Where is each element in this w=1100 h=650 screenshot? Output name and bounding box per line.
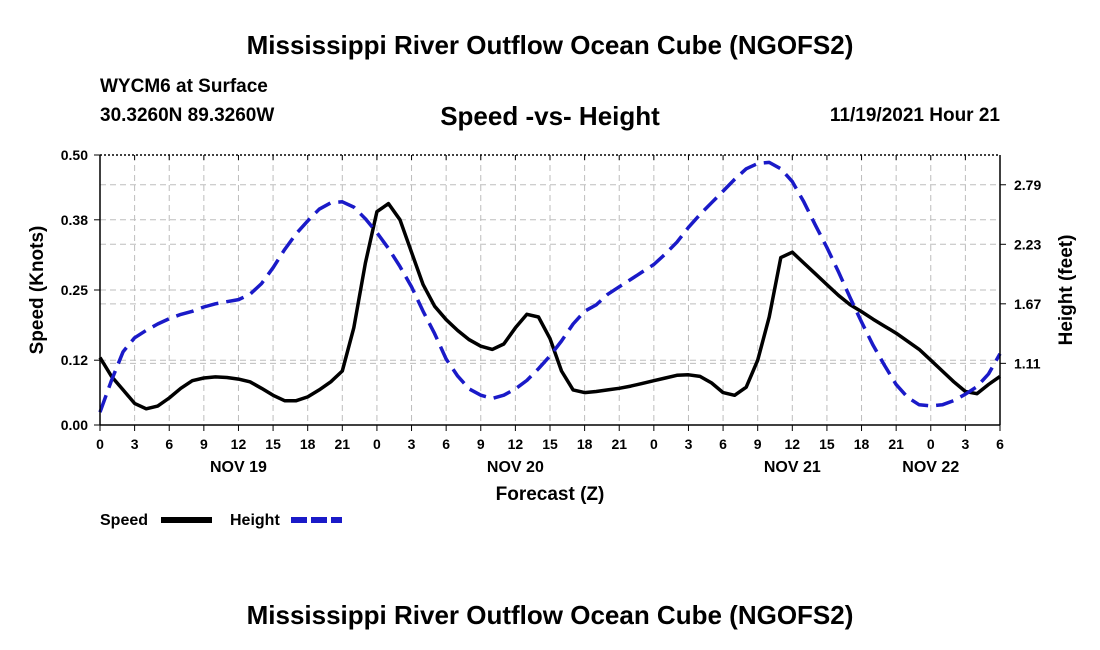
x-tick-label: 21	[888, 436, 904, 452]
chart-subtitle: Speed -vs- Height	[440, 101, 660, 131]
x-tick-label: 12	[231, 436, 247, 452]
x-day-label: NOV 20	[487, 459, 544, 476]
station-coordinates: 30.3260N 89.3260W	[100, 105, 275, 126]
x-tick-label: 18	[854, 436, 870, 452]
y2-tick-label: 1.11	[1014, 355, 1041, 371]
x-day-label: NOV 19	[210, 459, 267, 476]
x-tick-label: 18	[300, 436, 316, 452]
x-tick-label: 12	[508, 436, 524, 452]
x-tick-label: 9	[477, 436, 485, 452]
x-tick-label: 6	[165, 436, 173, 452]
legend-label-height: Height	[230, 512, 280, 529]
x-tick-label: 15	[265, 436, 281, 452]
axes	[94, 154, 1006, 431]
x-day-label: NOV 22	[902, 459, 959, 476]
station-label: WYCM6 at Surface	[100, 76, 268, 97]
x-day-label: NOV 21	[764, 459, 821, 476]
y-tick-label: 0.25	[61, 282, 88, 298]
chart-title: Mississippi River Outflow Ocean Cube (NG…	[246, 30, 854, 60]
x-tick-label: 0	[96, 436, 104, 452]
forecast-datetime: 11/19/2021 Hour 21	[829, 105, 1000, 126]
y-axis-title: Speed (Knots)	[27, 226, 48, 355]
x-tick-label: 9	[200, 436, 208, 452]
x-tick-label: 12	[785, 436, 801, 452]
x-axis-title: Forecast (Z)	[496, 484, 605, 505]
series-height-line	[98, 160, 1002, 413]
y-tick-label: 0.00	[61, 417, 88, 433]
x-tick-label: 3	[408, 436, 416, 452]
y2-tick-label: 2.23	[1014, 236, 1041, 252]
legend: Speed Height	[100, 512, 342, 529]
x-tick-label: 21	[611, 436, 627, 452]
x-tick-label: 15	[542, 436, 558, 452]
x-tick-label: 0	[650, 436, 658, 452]
x-tick-label: 6	[719, 436, 727, 452]
x-tick-label: 18	[577, 436, 593, 452]
series-speed-line	[98, 201, 1002, 411]
y-tick-label: 0.38	[61, 212, 88, 228]
x-tick-label: 0	[927, 436, 935, 452]
y2-tick-label: 1.67	[1014, 296, 1041, 312]
x-tick-label: 15	[819, 436, 835, 452]
series-layer	[98, 160, 1002, 413]
tick-labels: 0 3 6 9 12 15 18 21 0 3 6 9 12 15 18 21 0 3 6 9 12 15 18 21 0 3 6 N…	[61, 147, 1042, 476]
footer-title: Mississippi River Outflow Ocean Cube (NG…	[246, 600, 854, 630]
y-tick-label: 0.12	[61, 352, 88, 368]
legend-label-speed: Speed	[100, 512, 148, 529]
y-tick-label: 0.50	[61, 147, 88, 163]
y2-tick-label: 2.79	[1014, 177, 1041, 193]
y2-axis-title: Height (feet)	[1056, 235, 1077, 346]
x-tick-label: 3	[961, 436, 969, 452]
x-tick-label: 21	[335, 436, 351, 452]
x-tick-label: 6	[996, 436, 1004, 452]
x-tick-label: 0	[373, 436, 381, 452]
x-tick-label: 9	[754, 436, 762, 452]
x-tick-label: 3	[131, 436, 139, 452]
x-tick-label: 3	[685, 436, 693, 452]
x-tick-label: 6	[442, 436, 450, 452]
grid	[100, 155, 1000, 425]
